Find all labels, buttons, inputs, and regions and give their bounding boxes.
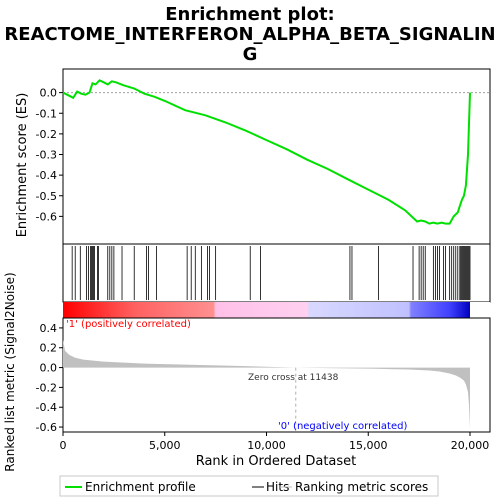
hits-group <box>71 246 471 300</box>
metric-tick-label: -0.6 <box>36 421 57 434</box>
metric-axis-label: Ranked list metric (Signal2Noise) <box>3 272 17 471</box>
es-panel-frame <box>62 68 491 245</box>
chart-title-line2: REACTOME_INTERFERON_ALPHA_BETA_SIGNALIN <box>4 24 495 45</box>
hits-panel-frame <box>62 243 491 303</box>
legend-hits-label: Hits <box>266 480 289 494</box>
es-tick-label: -0.5 <box>36 190 57 203</box>
metric-tick-label: 0.4 <box>40 322 58 335</box>
es-tick-label: -0.4 <box>36 169 57 182</box>
zero-cross-label: Zero cross at 11438 <box>248 373 339 383</box>
chart-title-line3: G <box>243 44 258 65</box>
x-tick-label: 10,000 <box>247 439 286 452</box>
es-axis-label: Enrichment score (ES) <box>15 93 30 238</box>
legend-ranking-label: Ranking metric scores <box>295 480 428 494</box>
ranking-color-bar <box>63 302 490 318</box>
x-axis-label: Rank in Ordered Dataset <box>196 454 357 469</box>
enrichment-profile-line <box>62 79 471 225</box>
es-tick-label: -0.6 <box>36 210 57 223</box>
x-tick-label: 5,000 <box>149 439 181 452</box>
metric-tick-label: 0.0 <box>40 362 58 375</box>
x-tick-label: 0 <box>60 439 67 452</box>
x-axis-ticks: 0 5,000 10,000 15,000 20,000 <box>60 432 490 452</box>
es-tick-label: 0.0 <box>40 87 58 100</box>
x-tick-label: 15,000 <box>349 439 388 452</box>
metric-axis-ticks: 0.4 0.2 0.0 -0.2 -0.4 -0.6 <box>36 322 63 434</box>
positive-correlation-label: '1' (positively correlated) <box>66 319 191 330</box>
es-tick-label: -0.1 <box>36 107 57 120</box>
es-axis-ticks: 0.0 -0.1 -0.2 -0.3 -0.4 -0.5 -0.6 <box>36 87 63 223</box>
metric-tick-label: 0.2 <box>40 342 58 355</box>
chart-title-line1: Enrichment plot: <box>165 4 335 25</box>
x-tick-label: 20,000 <box>451 439 490 452</box>
legend-box <box>59 475 439 497</box>
legend-enrichment-label: Enrichment profile <box>85 480 196 494</box>
metric-panel-frame <box>62 317 491 433</box>
metric-tick-label: -0.2 <box>36 381 57 394</box>
metric-tick-label: -0.4 <box>36 401 57 414</box>
negative-correlation-label: '0' (negatively correlated) <box>278 421 407 432</box>
es-tick-label: -0.3 <box>36 149 57 162</box>
es-tick-label: -0.2 <box>36 128 57 141</box>
